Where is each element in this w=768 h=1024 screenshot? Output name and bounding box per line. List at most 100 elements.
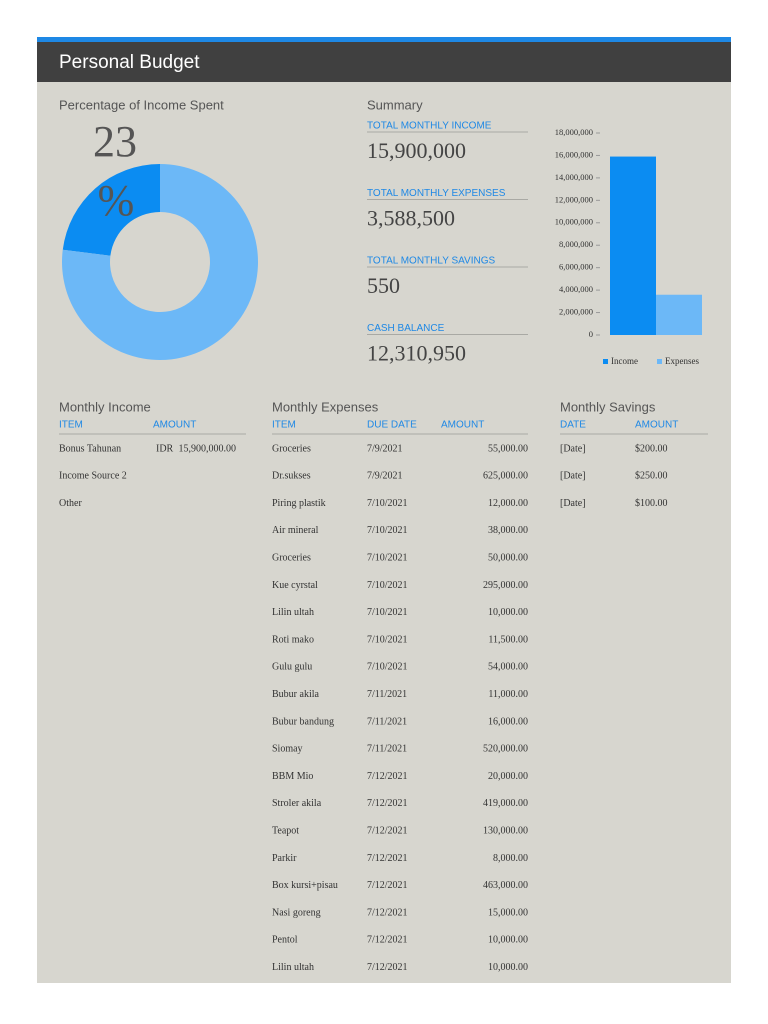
cell: 7/12/2021	[367, 880, 408, 891]
cell: 463,000.00	[483, 880, 528, 891]
column-header: DUE DATE	[367, 420, 417, 431]
y-tick-label: 0	[589, 329, 593, 339]
cell: $100.00	[635, 498, 668, 509]
donut-segment	[62, 164, 258, 360]
legend-swatch	[657, 359, 662, 364]
summary-label: CASH BALANCE	[367, 323, 445, 334]
cell: 11,500.00	[488, 634, 528, 645]
cell: 10,000.00	[488, 962, 528, 973]
cell: Lilin ultah	[272, 962, 314, 973]
percent-value: 23	[93, 117, 137, 166]
cell: 7/11/2021	[367, 716, 407, 727]
cell: 7/11/2021	[367, 689, 407, 700]
cell: 15,900,000.00	[179, 443, 237, 454]
cell: 7/12/2021	[367, 907, 408, 918]
cell: 10,000.00	[488, 607, 528, 618]
summary-value: 12,310,950	[367, 341, 466, 366]
y-tick-label: 10,000,000	[555, 217, 593, 227]
page-title: Personal Budget	[59, 52, 200, 73]
header-bar	[37, 37, 731, 82]
y-tick-label: 12,000,000	[555, 194, 593, 204]
cell: Lilin ultah	[272, 607, 314, 618]
cell: 7/12/2021	[367, 853, 408, 864]
cell: 38,000.00	[488, 525, 528, 536]
cell: 7/12/2021	[367, 771, 408, 782]
cell: 16,000.00	[488, 716, 528, 727]
cell: 7/10/2021	[367, 634, 408, 645]
cell: 520,000.00	[483, 744, 528, 755]
summary-label: TOTAL MONTHLY EXPENSES	[367, 188, 506, 199]
cell: 7/11/2021	[367, 744, 407, 755]
cell: 55,000.00	[488, 443, 528, 454]
summary-title: Summary	[367, 97, 423, 112]
summary-value: 550	[367, 273, 400, 298]
y-tick-label: 18,000,000	[555, 127, 593, 137]
y-tick-label: 4,000,000	[559, 284, 593, 294]
cell: 12,000.00	[488, 498, 528, 509]
y-tick-label: 14,000,000	[555, 172, 593, 182]
cell: Bubur akila	[272, 689, 319, 700]
cell: 7/10/2021	[367, 498, 408, 509]
cell: Groceries	[272, 552, 311, 563]
cell: Groceries	[272, 443, 311, 454]
cell: 7/12/2021	[367, 825, 408, 836]
cell: Air mineral	[272, 525, 319, 536]
cell: 20,000.00	[488, 771, 528, 782]
column-header: AMOUNT	[635, 420, 678, 431]
y-tick-label: 6,000,000	[559, 262, 593, 272]
cell: 7/9/2021	[367, 471, 403, 482]
percent-sign: %	[98, 176, 135, 225]
y-tick-label: 16,000,000	[555, 149, 593, 159]
summary-value: 3,588,500	[367, 206, 455, 231]
cell: Bubur bandung	[272, 716, 334, 727]
cell: BBM Mio	[272, 771, 313, 782]
cell: 50,000.00	[488, 552, 528, 563]
cell: 10,000.00	[488, 935, 528, 946]
cell: Income Source 2	[59, 471, 127, 482]
income-title: Monthly Income	[59, 399, 151, 414]
cell: Nasi goreng	[272, 907, 321, 918]
savings-title: Monthly Savings	[560, 399, 656, 414]
cell: 7/10/2021	[367, 525, 408, 536]
cell: 7/10/2021	[367, 662, 408, 673]
cell: Parkir	[272, 853, 297, 864]
cell: 7/10/2021	[367, 580, 408, 591]
cell: Roti mako	[272, 634, 314, 645]
cell: Gulu gulu	[272, 662, 312, 673]
cell: Box kursi+pisau	[272, 880, 338, 891]
cell: 419,000.00	[483, 798, 528, 809]
y-tick-label: 8,000,000	[559, 239, 593, 249]
column-header: AMOUNT	[441, 420, 484, 431]
chart-title: Percentage of Income Spent	[59, 97, 224, 112]
cell: [Date]	[560, 443, 586, 454]
cell: IDR	[156, 443, 174, 454]
cell: [Date]	[560, 498, 586, 509]
column-header: AMOUNT	[153, 420, 196, 431]
cell: 7/10/2021	[367, 552, 408, 563]
header-accent	[37, 37, 731, 42]
cell: 54,000.00	[488, 662, 528, 673]
cell: Siomay	[272, 744, 303, 755]
cell: Bonus Tahunan	[59, 443, 121, 454]
cell: Kue cyrstal	[272, 580, 318, 591]
summary-label: TOTAL MONTHLY INCOME	[367, 121, 492, 132]
summary-label: TOTAL MONTHLY SAVINGS	[367, 256, 496, 267]
bar	[610, 156, 656, 335]
column-header: ITEM	[272, 420, 296, 431]
cell: 15,000.00	[488, 907, 528, 918]
cell: 7/12/2021	[367, 962, 408, 973]
cell: 625,000.00	[483, 471, 528, 482]
y-tick-label: 2,000,000	[559, 307, 593, 317]
cell: 11,000.00	[488, 689, 528, 700]
bar	[656, 294, 702, 335]
legend-label: Income	[611, 356, 638, 366]
legend-label: Expenses	[665, 356, 699, 366]
cell: 7/12/2021	[367, 798, 408, 809]
cell: 8,000.00	[493, 853, 528, 864]
cell: [Date]	[560, 471, 586, 482]
cell: 7/12/2021	[367, 935, 408, 946]
cell: $200.00	[635, 443, 668, 454]
summary-value: 15,900,000	[367, 138, 466, 163]
column-header: DATE	[560, 420, 586, 431]
